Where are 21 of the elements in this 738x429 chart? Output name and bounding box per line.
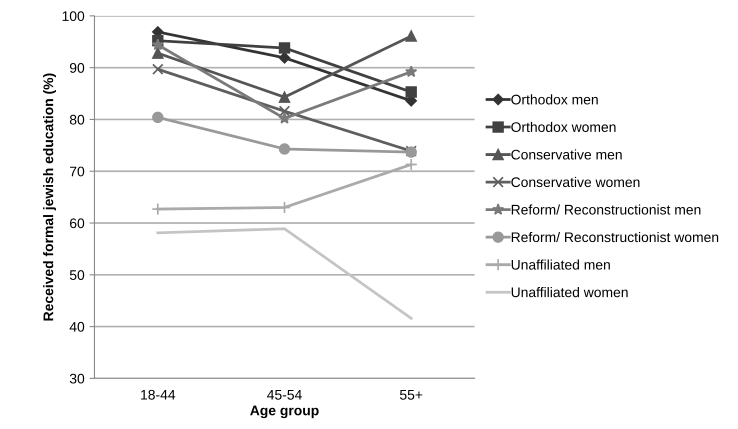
legend-label: Reform/ Reconstructionist women: [512, 232, 718, 242]
y-tick-label: 50: [70, 270, 84, 280]
x-tick-label: 45-54: [267, 390, 302, 400]
y-tick-label: 30: [70, 374, 84, 384]
y-axis-title: Received formal jewish education (%): [43, 74, 56, 320]
legend-label: Unaffiliated women: [512, 287, 628, 298]
legend-label: Unaffiliated men: [512, 259, 610, 270]
x-axis-title: Age group: [250, 406, 319, 418]
legend-label: Conservative men: [511, 149, 622, 160]
legend-label: Reform/ Reconstructionist men: [512, 204, 700, 215]
legend-label: Orthodox women: [511, 122, 616, 132]
y-tick-label: 40: [70, 322, 84, 332]
y-tick-label: 90: [70, 62, 84, 73]
y-tick-label: 60: [70, 218, 84, 228]
y-tick-label: 70: [70, 166, 84, 176]
legend-label: Orthodox men: [511, 94, 598, 104]
x-tick-label: 55+: [400, 390, 422, 400]
y-tick-label: 80: [70, 114, 84, 125]
x-tick-label: 18-44: [141, 390, 176, 400]
y-tick-label: 100: [62, 11, 84, 22]
legend-label: Conservative women: [511, 176, 640, 188]
